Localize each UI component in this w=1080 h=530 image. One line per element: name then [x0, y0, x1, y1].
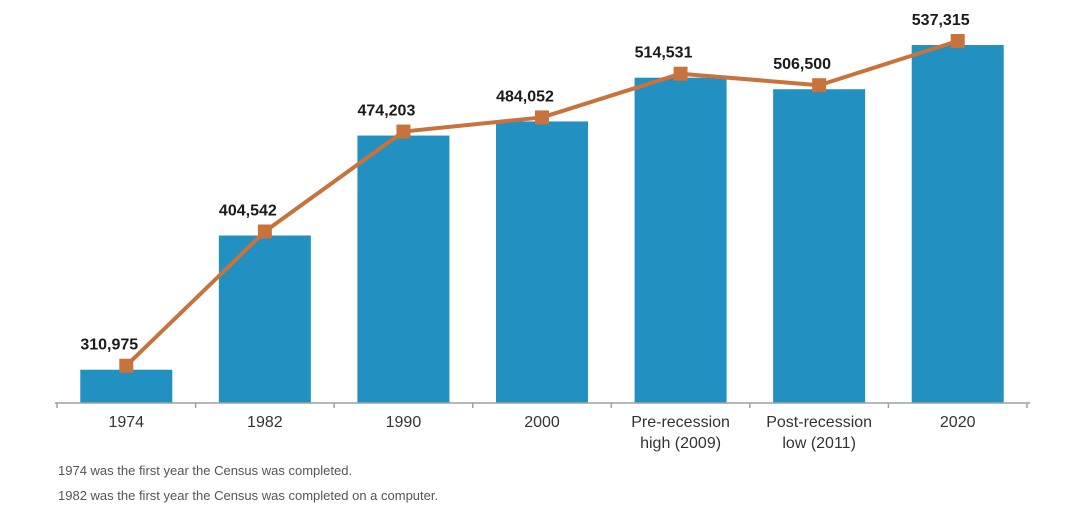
value-label-0: 310,975 [80, 337, 138, 354]
footnote-2: 1982 was the first year the Census was c… [58, 488, 439, 503]
category-label-3: 2000 [524, 414, 560, 431]
ticks-layer [56, 403, 1028, 408]
value-label-3: 484,052 [496, 88, 554, 105]
line-marker-4 [673, 66, 688, 81]
bar-0 [80, 369, 173, 403]
line-marker-5 [812, 78, 827, 93]
bar-6 [911, 45, 1004, 403]
category-label-0: 1974 [108, 414, 144, 431]
category-label-5: Post-recession low (2011) [766, 414, 872, 452]
category-label-6: 2020 [940, 414, 976, 431]
category-label-1: 1982 [247, 414, 283, 431]
category-labels: 1974 1982 1990 2000 Pre-recession high (2009)… [108, 414, 975, 452]
line-marker-0 [119, 358, 134, 373]
value-label-6: 537,315 [912, 12, 970, 29]
category-label-2: 1990 [386, 414, 422, 431]
line-marker-1 [257, 224, 272, 239]
bars-layer [80, 45, 1004, 403]
chart: 310,975 404,542 474,203 484,052 514,531 506,5… [55, 12, 1030, 452]
value-label-5: 506,500 [773, 56, 831, 73]
line-marker-2 [396, 124, 411, 139]
value-label-1: 404,542 [219, 203, 277, 220]
value-label-2: 474,203 [358, 103, 416, 120]
line-layer [119, 34, 965, 373]
labels-layer: 310,975 404,542 474,203 484,052 514,531 506,5… [80, 12, 969, 354]
category-label-4: Pre-recession high (2009) [631, 414, 730, 452]
line-marker-3 [535, 110, 549, 125]
footnote-1: 1974 was the first year the Census was c… [58, 463, 353, 478]
bar-5 [773, 89, 866, 403]
value-label-4: 514,531 [635, 45, 693, 62]
bar-4 [634, 77, 727, 403]
line-marker-6 [950, 34, 965, 49]
bar-2 [357, 135, 450, 403]
bar-3 [496, 121, 588, 403]
